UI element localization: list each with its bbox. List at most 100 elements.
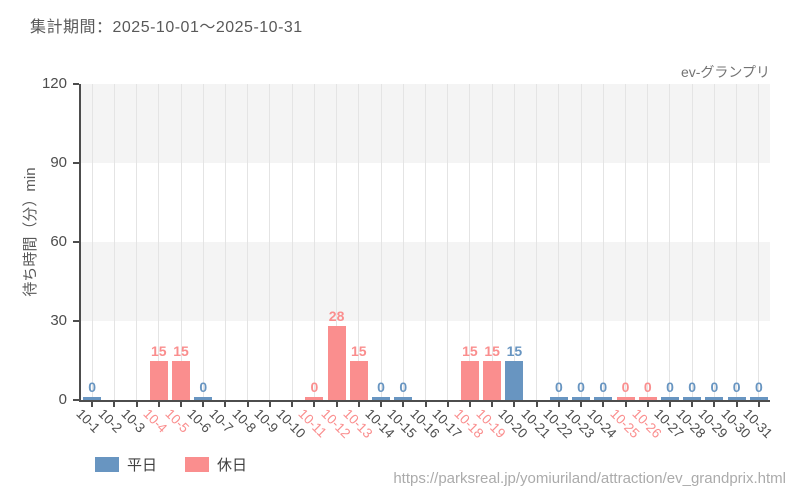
x-tick-mark [446,402,449,407]
x-tick-mark [357,402,360,407]
gridline [469,84,471,400]
x-tick-mark [91,402,94,407]
x-tick-label-10-3: 10-3 [117,406,148,436]
bar-10-27 [660,397,679,400]
bar-value-label-10-11: 0 [310,379,319,395]
x-tick-label-10-7: 10-7 [206,406,237,436]
x-tick-mark [468,402,471,407]
bar-value-label-10-14: 0 [377,379,385,395]
x-tick-mark [180,402,183,407]
gridline [447,84,449,400]
legend: 平日 休日 [95,454,265,475]
x-tick-mark [513,402,516,407]
gridline [491,84,493,400]
holiday-swatch-icon [185,457,210,472]
x-tick-mark [335,402,338,407]
gridline [691,84,693,400]
gridline [180,84,182,400]
bar-10-23 [572,397,591,400]
bar-10-28 [683,397,702,400]
bar-value-label-10-4: 15 [150,342,167,359]
gridline [336,84,338,400]
weekday-swatch-icon [95,457,119,472]
bar-value-label-10-19: 15 [484,342,500,359]
y-tick-mark [73,320,79,322]
x-tick-mark [402,402,405,407]
gridline [202,84,204,400]
legend-label-weekday: 平日 [127,457,158,474]
gridline [758,84,760,400]
y-tick-label: 120 [41,75,67,92]
y-tick-mark [73,83,79,85]
x-tick-mark [580,402,583,407]
bar-value-label-10-13: 15 [351,342,367,359]
gridline [313,84,315,400]
bar-value-label-10-20: 15 [506,342,523,359]
gridline [113,84,115,400]
gridline [269,84,271,400]
x-tick-mark [424,402,427,407]
gridline [91,84,93,400]
x-tick-label-10-2: 10-2 [95,406,126,436]
bar-value-label-10-26: 0 [643,379,652,395]
x-tick-mark [135,402,138,407]
gridline [425,84,426,400]
y-tick-label: 90 [50,154,67,171]
y-tick-label: 0 [58,391,67,408]
bar-value-label-10-30: 0 [732,379,741,395]
y-axis-line [79,84,81,402]
gridline [158,84,160,400]
bar-value-label-10-12: 28 [328,308,345,325]
bar-value-label-10-29: 0 [710,379,719,395]
gridline [136,84,138,400]
bar-10-18 [460,360,479,400]
bar-10-20 [505,360,524,400]
bar-10-6 [194,397,213,400]
legend-label-holiday: 休日 [217,457,248,474]
bar-10-19 [483,360,502,400]
x-tick-mark [157,402,160,407]
x-tick-mark [668,402,671,407]
bar-value-label-10-25: 0 [621,379,630,395]
x-tick-mark [735,402,738,407]
bar-value-label-10-27: 0 [666,379,674,395]
gridline [580,84,582,400]
y-tick-mark [73,241,79,243]
x-tick-label-10-8: 10-8 [229,406,259,436]
bar-10-24 [594,397,613,400]
bar-value-label-10-6: 0 [199,379,208,395]
gridline [602,84,604,400]
aggregation-period-title: 集計期間：2025-10-01～2025-10-31 [30,19,303,36]
bar-10-29 [705,397,724,400]
bar-10-30 [727,397,746,400]
x-tick-mark [646,402,649,407]
x-tick-mark [246,402,249,407]
gridline [513,84,515,400]
y-tick-mark [73,162,79,164]
y-tick-label: 30 [50,312,67,329]
gridline [647,84,649,400]
x-tick-mark [224,402,227,407]
x-tick-mark [713,402,716,407]
gridline [291,84,293,400]
x-tick-mark [291,402,294,407]
gridline [625,84,627,400]
x-tick-mark [535,402,538,407]
x-tick-mark [113,402,116,407]
bar-10-13 [349,360,368,400]
gridline [380,84,382,400]
gridline [669,84,671,400]
gridline [224,84,226,400]
bar-10-31 [749,397,768,400]
bar-value-label-10-15: 0 [399,379,408,395]
gridline [736,84,738,400]
bar-10-1 [83,397,102,400]
bar-10-11 [305,397,324,400]
bar-10-4 [149,360,168,400]
bar-10-14 [372,397,391,400]
source-url: https://parksreal.jp/yomiuriland/attract… [393,470,786,487]
bar-10-12 [327,326,346,400]
bar-value-label-10-31: 0 [754,379,763,395]
x-tick-mark [757,402,760,407]
